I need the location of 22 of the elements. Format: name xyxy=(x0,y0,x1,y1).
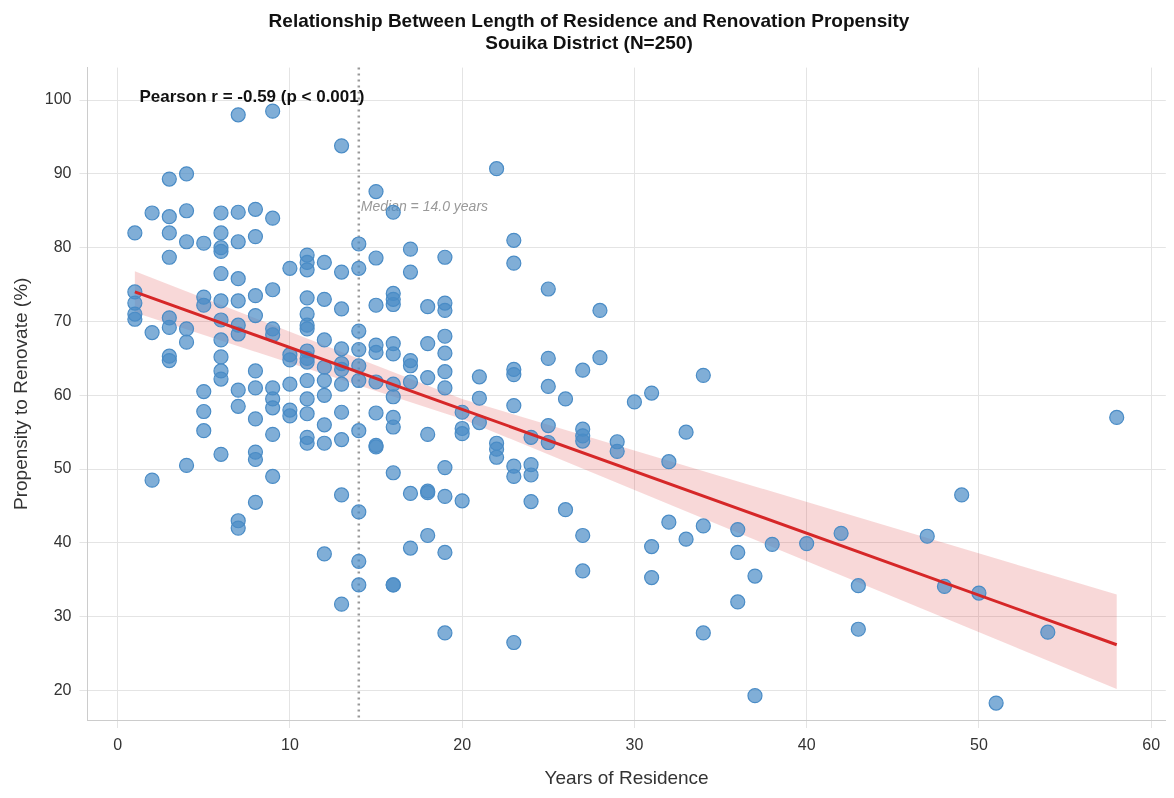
x-tick-label: 30 xyxy=(625,736,644,754)
y-tick-label: 20 xyxy=(53,680,72,698)
y-axis-title: Propensity to Renovate (%) xyxy=(9,277,31,510)
y-tick-label: 60 xyxy=(53,385,72,403)
x-tick-label: 50 xyxy=(970,736,988,754)
y-tick-label: 90 xyxy=(53,164,72,182)
chart-title: Relationship Between Length of Residence and Renovation Propensity xyxy=(268,9,910,31)
annotation: Pearson r = -0.59 (p < 0.001) xyxy=(139,87,365,107)
y-tick-label: 70 xyxy=(53,311,72,329)
x-tick-label: 40 xyxy=(797,736,816,754)
chart-subtitle: Souika District (N=250) xyxy=(485,32,693,54)
y-tick-label: 50 xyxy=(53,459,72,477)
x-axis-title: Years of Residence xyxy=(544,766,709,788)
x-tick-label: 20 xyxy=(453,736,472,754)
y-tick-label: 30 xyxy=(53,607,72,625)
x-tick-label: 10 xyxy=(280,736,299,754)
y-tick-label: 40 xyxy=(53,533,72,551)
x-tick-label: 60 xyxy=(1142,736,1161,754)
ref-line-label: Median = 14.0 years xyxy=(360,197,489,214)
x-tick-label: 0 xyxy=(113,736,123,754)
y-tick-label: 100 xyxy=(44,90,72,108)
y-tick-label: 80 xyxy=(53,238,72,256)
